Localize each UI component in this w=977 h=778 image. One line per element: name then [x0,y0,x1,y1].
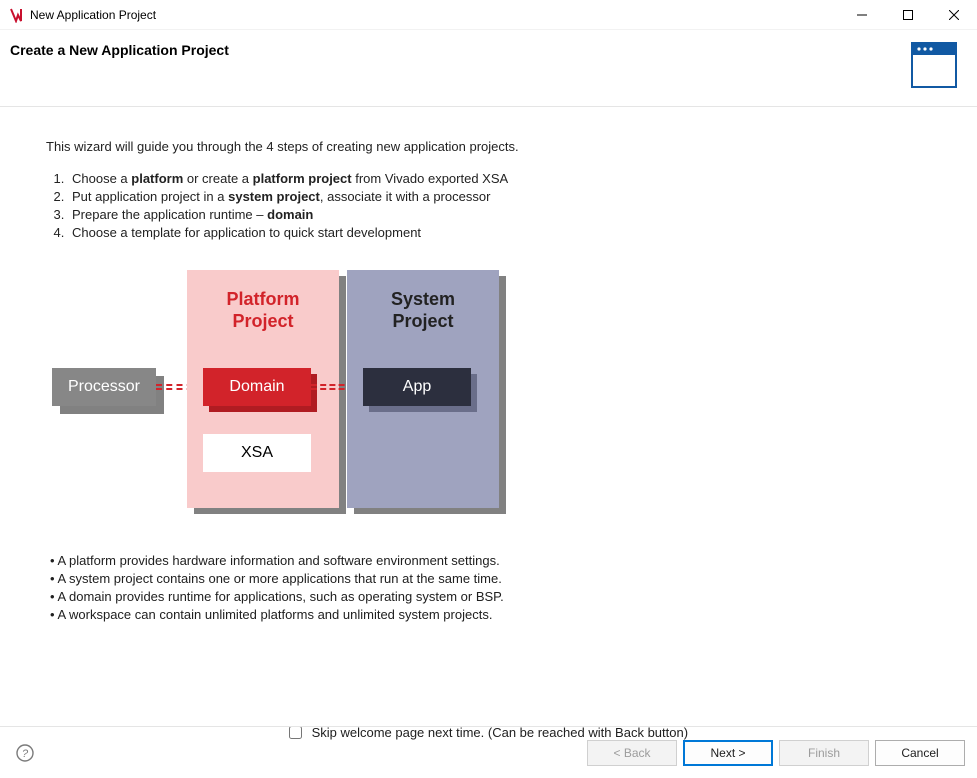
close-button[interactable] [931,0,977,30]
cancel-button[interactable]: Cancel [875,740,965,766]
diagram-xsa-box: XSA [203,434,311,472]
diagram-domain-box: Domain [203,368,311,406]
intro-text: This wizard will guide you through the 4… [46,139,931,154]
diagram-app-box: App [363,368,471,406]
dialog-footer: ? < Back Next > Finish Cancel [0,726,977,778]
architecture-diagram: Processor PlatformProject Domain XSA Sys… [52,270,552,514]
explanation-list: A platform provides hardware information… [50,552,931,624]
maximize-button[interactable] [885,0,931,30]
step-2: Put application project in a system proj… [68,188,931,206]
page-title: Create a New Application Project [10,42,229,58]
diagram-system-project-box: SystemProject App [347,270,499,508]
next-button[interactable]: Next > [683,740,773,766]
titlebar: New Application Project [0,0,977,30]
step-4: Choose a template for application to qui… [68,224,931,242]
app-icon [8,7,24,23]
wizard-banner-icon [911,42,957,88]
svg-text:?: ? [22,748,29,760]
finish-button: Finish [779,740,869,766]
bullet-workspace: A workspace can contain unlimited platfo… [50,606,931,624]
dialog-header: Create a New Application Project [0,30,977,107]
back-button: < Back [587,740,677,766]
step-1: Choose a platform or create a platform p… [68,170,931,188]
bullet-domain: A domain provides runtime for applicatio… [50,588,931,606]
step-3: Prepare the application runtime – domain [68,206,931,224]
minimize-button[interactable] [839,0,885,30]
diagram-processor-box: Processor [52,368,156,406]
bullet-platform: A platform provides hardware information… [50,552,931,570]
help-icon[interactable]: ? [16,744,34,762]
window-title: New Application Project [30,8,839,22]
steps-list: Choose a platform or create a platform p… [68,170,931,242]
bullet-system: A system project contains one or more ap… [50,570,931,588]
wizard-content: This wizard will guide you through the 4… [0,107,977,772]
